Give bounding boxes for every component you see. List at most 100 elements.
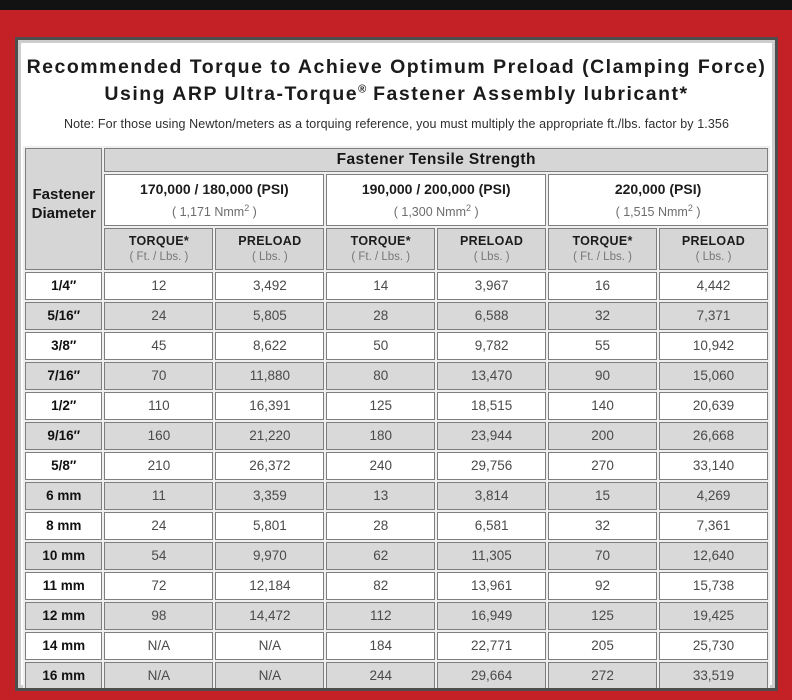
diameter-cell: 1/2″ [25,391,103,420]
table-row: 5/16″ 24 5,805 28 6,588 32 7,371 [25,301,768,330]
value-cell: 28 [326,301,436,330]
value-cell: 180 [326,421,436,450]
value-cell: 13,961 [437,571,547,600]
table-row: 11 mm 72 12,184 82 13,961 92 15,738 [25,571,768,600]
value-cell: 4,269 [659,481,768,510]
value-cell: N/A [215,631,325,660]
value-cell: N/A [215,661,325,688]
value-cell: 3,967 [437,271,547,300]
value-cell: 13 [326,481,436,510]
fastener-diameter-header: Fastener Diameter [25,147,103,270]
table-row: 6 mm 11 3,359 13 3,814 15 4,269 [25,481,768,510]
value-cell: 9,782 [437,331,547,360]
value-cell: 7,371 [659,301,768,330]
value-cell: 112 [326,601,436,630]
value-cell: 11 [104,481,214,510]
value-cell: 18,515 [437,391,547,420]
value-cell: 29,664 [437,661,547,688]
value-cell: 23,944 [437,421,547,450]
page-title: Recommended Torque to Achieve Optimum Pr… [23,54,770,108]
black-top-bar [0,0,792,10]
diameter-cell: 9/16″ [25,421,103,450]
preload-column-header-1: PRELOAD ( Lbs. ) [215,227,325,270]
value-cell: 15,738 [659,571,768,600]
psi-header-row: 170,000 / 180,000 (PSI) ( 1,171 Nmm2 ) 1… [25,173,768,226]
value-cell: 28 [326,511,436,540]
column-header-row: TORQUE* ( Ft. / Lbs. ) PRELOAD ( Lbs. ) … [25,227,768,270]
table-row: 12 mm 98 14,472 112 16,949 125 19,425 [25,601,768,630]
table-row: 5/8″ 210 26,372 240 29,756 270 33,140 [25,451,768,480]
value-cell: 62 [326,541,436,570]
value-cell: 70 [104,361,214,390]
value-cell: 24 [104,301,214,330]
strength-group-170-180: 170,000 / 180,000 (PSI) ( 1,171 Nmm2 ) [104,173,325,226]
value-cell: 15,060 [659,361,768,390]
value-cell: 45 [104,331,214,360]
tensile-strength-header: Fastener Tensile Strength [104,147,768,172]
torque-column-header-1: TORQUE* ( Ft. / Lbs. ) [104,227,214,270]
table-row: 14 mm N/A N/A 184 22,771 205 25,730 [25,631,768,660]
table-row: 16 mm N/A N/A 244 29,664 272 33,519 [25,661,768,688]
preload-column-header-2: PRELOAD ( Lbs. ) [437,227,547,270]
value-cell: 26,668 [659,421,768,450]
value-cell: 9,970 [215,541,325,570]
value-cell: 125 [326,391,436,420]
value-cell: 92 [548,571,658,600]
value-cell: 26,372 [215,451,325,480]
value-cell: 205 [548,631,658,660]
table-row: 3/8″ 45 8,622 50 9,782 55 10,942 [25,331,768,360]
value-cell: 11,880 [215,361,325,390]
value-cell: 16 [548,271,658,300]
value-cell: 32 [548,511,658,540]
value-cell: 24 [104,511,214,540]
value-cell: 3,359 [215,481,325,510]
value-cell: 10,942 [659,331,768,360]
value-cell: 33,519 [659,661,768,688]
table-row: 8 mm 24 5,801 28 6,581 32 7,361 [25,511,768,540]
title-line2: Using ARP Ultra-Torque® Fastener Assembl… [104,82,689,105]
value-cell: 80 [326,361,436,390]
strength-group-190-200: 190,000 / 200,000 (PSI) ( 1,300 Nmm2 ) [326,173,547,226]
diameter-cell: 16 mm [25,661,103,688]
torque-table-body: 1/4″ 12 3,492 14 3,967 16 4,442 5/16″ 24 5,805 28 6… [25,271,768,688]
value-cell: 7,361 [659,511,768,540]
value-cell: 11,305 [437,541,547,570]
diameter-cell: 5/8″ [25,451,103,480]
diameter-cell: 3/8″ [25,331,103,360]
value-cell: 8,622 [215,331,325,360]
value-cell: 140 [548,391,658,420]
value-cell: 184 [326,631,436,660]
value-cell: 82 [326,571,436,600]
torque-column-header-3: TORQUE* ( Ft. / Lbs. ) [548,227,658,270]
table-row: 9/16″ 160 21,220 180 23,944 200 26,668 [25,421,768,450]
value-cell: 4,442 [659,271,768,300]
table-row: 1/2″ 110 16,391 125 18,515 140 20,639 [25,391,768,420]
value-cell: 14 [326,271,436,300]
value-cell: 244 [326,661,436,688]
value-cell: 19,425 [659,601,768,630]
diameter-cell: 1/4″ [25,271,103,300]
diameter-cell: 5/16″ [25,301,103,330]
value-cell: 12,640 [659,541,768,570]
value-cell: N/A [104,631,214,660]
value-cell: N/A [104,661,214,688]
content-panel: Recommended Torque to Achieve Optimum Pr… [15,37,778,691]
value-cell: 32 [548,301,658,330]
tensile-strength-row: Fastener Diameter Fastener Tensile Stren… [25,147,768,270]
value-cell: 54 [104,541,214,570]
value-cell: 13,470 [437,361,547,390]
value-cell: 125 [548,601,658,630]
table-row: 10 mm 54 9,970 62 11,305 70 12,640 [25,541,768,570]
diameter-cell: 12 mm [25,601,103,630]
diameter-cell: 7/16″ [25,361,103,390]
value-cell: 14,472 [215,601,325,630]
value-cell: 29,756 [437,451,547,480]
value-cell: 6,581 [437,511,547,540]
value-cell: 5,801 [215,511,325,540]
value-cell: 15 [548,481,658,510]
value-cell: 20,639 [659,391,768,420]
torque-column-header-2: TORQUE* ( Ft. / Lbs. ) [326,227,436,270]
value-cell: 110 [104,391,214,420]
value-cell: 21,220 [215,421,325,450]
diameter-cell: 8 mm [25,511,103,540]
